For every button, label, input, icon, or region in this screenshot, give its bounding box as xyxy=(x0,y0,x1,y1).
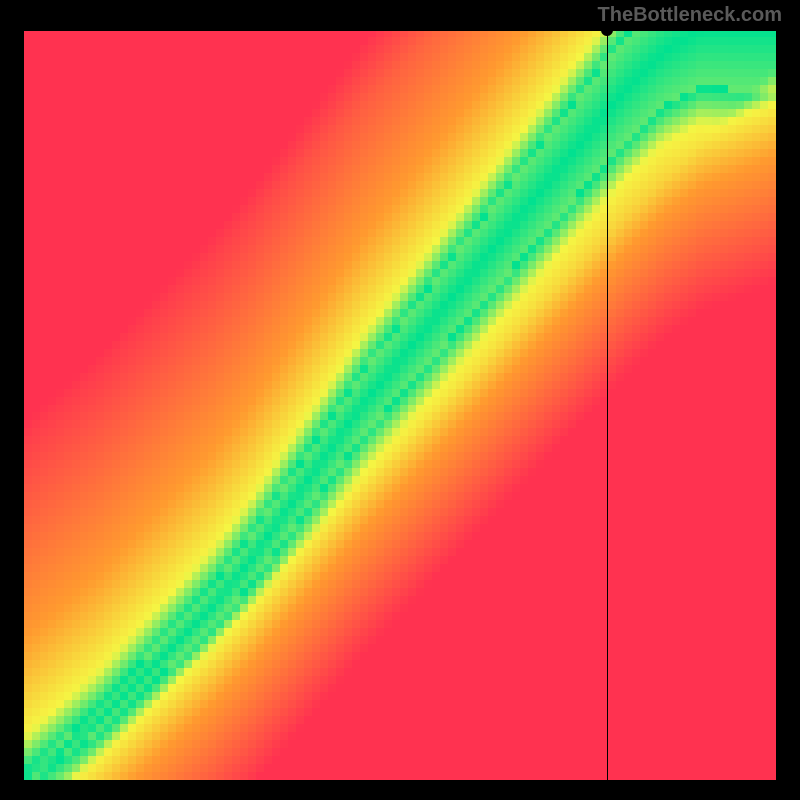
crosshair-horizontal xyxy=(24,30,776,31)
heatmap-canvas xyxy=(24,30,776,780)
watermark-text: TheBottleneck.com xyxy=(598,4,782,27)
bottleneck-heatmap-container: { "watermark": "TheBottleneck.com", "can… xyxy=(0,0,800,800)
crosshair-vertical xyxy=(607,30,608,780)
heatmap-plot-area xyxy=(24,30,776,780)
